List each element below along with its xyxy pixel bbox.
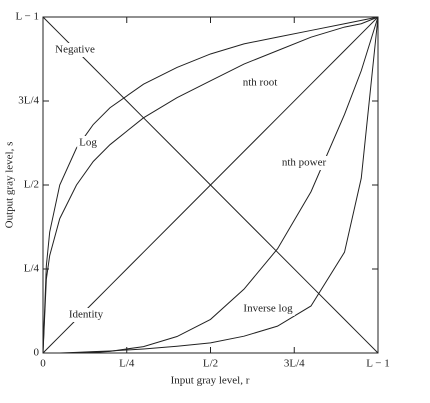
y-axis-title: Output gray level, s xyxy=(4,142,16,229)
x-tick-label: L − 1 xyxy=(366,358,390,370)
curve xyxy=(42,16,379,354)
label-bg xyxy=(279,156,329,170)
x-tick-label: 0 xyxy=(40,358,46,370)
label-bg xyxy=(77,136,99,150)
curve-label: Inverse log xyxy=(243,303,293,315)
curve xyxy=(42,16,379,354)
curve-label: Identity xyxy=(69,309,104,321)
label-bg xyxy=(241,302,295,316)
curve xyxy=(43,16,379,354)
curve xyxy=(42,16,379,354)
label-bg xyxy=(240,76,280,90)
curve-label: nth power xyxy=(282,157,327,169)
y-tick-label: L/4 xyxy=(24,263,40,275)
x-tick-label: L/4 xyxy=(119,358,135,370)
y-tick-label: L − 1 xyxy=(15,11,39,23)
y-tick-label: 0 xyxy=(34,347,40,359)
x-tick-label: L/2 xyxy=(203,358,218,370)
label-bg xyxy=(66,308,106,322)
y-tick-label: 3L/4 xyxy=(18,95,39,107)
curve-label: nth root xyxy=(243,77,278,89)
label-bg xyxy=(53,43,97,57)
curve-label: Log xyxy=(79,137,97,149)
x-axis-title: Input gray level, r xyxy=(171,375,250,387)
curve-label: Negative xyxy=(55,44,95,56)
y-tick-label: L/2 xyxy=(24,179,39,191)
x-tick-label: 3L/4 xyxy=(284,358,305,370)
curve xyxy=(42,16,379,354)
